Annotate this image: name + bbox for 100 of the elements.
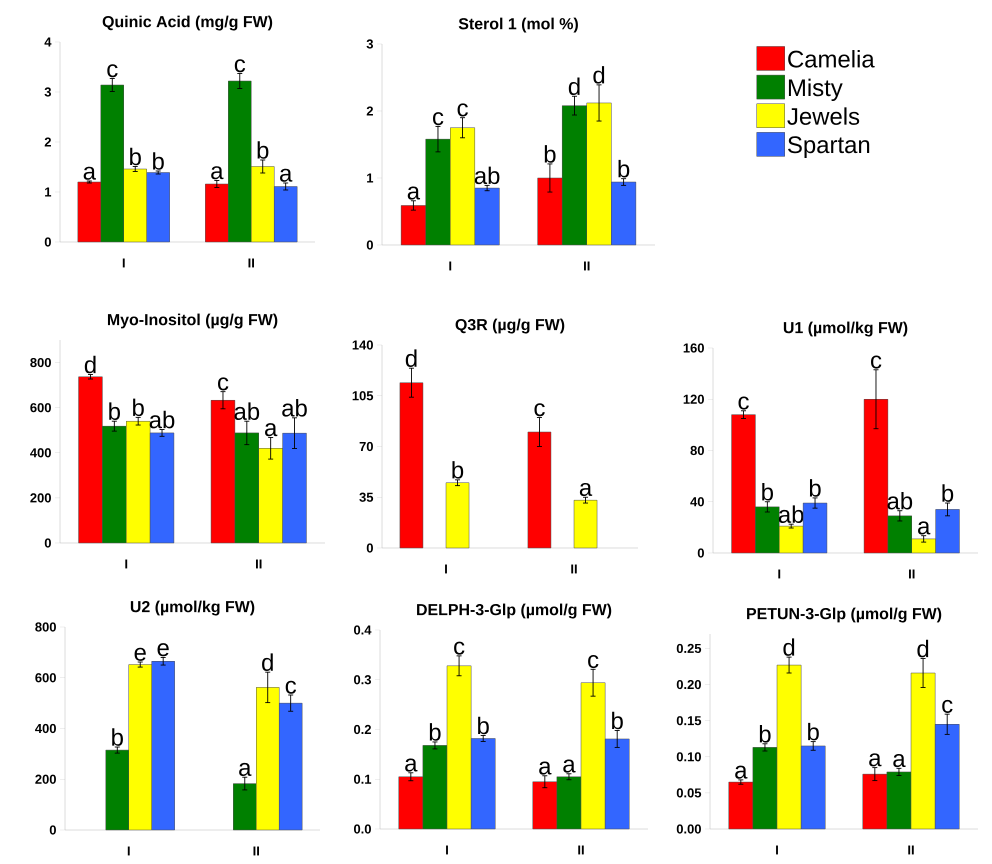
x-tick-label: II [584, 262, 590, 270]
data-label: d [406, 349, 417, 367]
data-label: d [917, 640, 928, 658]
data-label: a [405, 758, 418, 772]
y-tick-label: 2 [44, 137, 51, 147]
y-tick-label: 0.15 [676, 716, 702, 726]
data-label: c [286, 680, 296, 694]
bar [574, 500, 598, 548]
y-tick-label: 400 [30, 448, 51, 458]
y-tick-label: 40 [690, 497, 704, 506]
data-label: b [618, 160, 630, 178]
chart-title: Sterol 1 (mol %) [458, 18, 578, 32]
data-label: c [534, 403, 545, 416]
bar [400, 382, 424, 548]
data-label: a [893, 754, 906, 768]
data-label: b [760, 725, 771, 743]
data-label: d [262, 653, 273, 671]
data-label: a [735, 766, 748, 779]
y-tick-label: 70 [360, 442, 373, 452]
x-tick-label: II [578, 846, 584, 854]
chart-title: U1 (µmol/kg FW) [784, 322, 908, 336]
chart-title: Q3R (µg/g FW) [456, 318, 564, 334]
y-tick-label: 1 [367, 174, 374, 182]
chart-title: Quinic Acid (mg/g FW) [102, 16, 272, 30]
y-tick-label: 80 [690, 446, 704, 456]
y-tick-label: 105 [352, 391, 374, 400]
y-tick-label: 35 [359, 492, 374, 502]
y-tick-label: 1 [45, 188, 52, 196]
data-label: d [568, 77, 580, 96]
y-tick-label: 3 [366, 39, 374, 49]
y-tick-label: 600 [35, 673, 56, 682]
y-tick-label: 160 [684, 343, 704, 353]
y-tick-label: 3 [44, 87, 52, 97]
x-tick-label: II [254, 846, 259, 856]
y-tick-label: 800 [35, 622, 56, 632]
data-label: b [130, 148, 141, 166]
data-label: c [458, 103, 468, 116]
y-tick-label: 0 [44, 237, 51, 247]
data-label: c [218, 377, 228, 390]
x-tick-label: II [909, 570, 914, 578]
y-tick-label: 800 [30, 358, 51, 368]
chart-title: Myo-Inositol (µg/g FW) [108, 314, 278, 328]
data-label: a [265, 423, 278, 436]
y-tick-label: 0.00 [676, 824, 701, 834]
data-label: ab [150, 410, 174, 428]
data-label: a [239, 762, 252, 776]
data-label: b [153, 152, 164, 170]
data-label: d [783, 638, 794, 656]
data-label: c [234, 59, 246, 72]
y-tick-label: 140 [352, 340, 373, 350]
x-tick-label: I [125, 560, 128, 568]
data-label: c [433, 112, 444, 126]
x-tick-label: I [776, 846, 778, 854]
data-label: b [942, 484, 954, 502]
y-tick-label: 0.10 [676, 752, 701, 762]
data-label: c [107, 64, 118, 78]
y-tick-label: 0.1 [354, 774, 372, 784]
y-tick-label: 0.20 [676, 680, 701, 690]
data-label: ab [282, 399, 307, 417]
x-tick-label: II [248, 258, 254, 268]
x-tick-label: II [571, 564, 577, 574]
bar [446, 482, 470, 548]
data-label: e [134, 648, 146, 661]
data-label: b [544, 145, 556, 163]
data-label: b [133, 398, 144, 416]
data-label: a [869, 753, 882, 766]
data-label: c [738, 396, 749, 410]
legend-label: Jewels [787, 107, 860, 125]
data-label: b [452, 461, 464, 479]
chart-title: PETUN-3-Glp (µmol/g FW) [747, 608, 942, 622]
y-tick-label: 0 [366, 543, 373, 553]
data-label: a [84, 166, 96, 180]
data-label: b [810, 479, 821, 497]
data-label: a [563, 759, 576, 773]
data-label: a [280, 168, 292, 182]
legend-label: Camelia [788, 50, 875, 68]
data-label: e [158, 643, 169, 656]
data-label: c [588, 655, 598, 668]
data-label: b [109, 402, 120, 420]
data-label: a [211, 166, 224, 180]
y-tick-label: 0.2 [354, 724, 371, 734]
bar [528, 432, 552, 548]
data-label: c [871, 355, 882, 369]
y-tick-label: 120 [684, 394, 704, 404]
data-label: b [762, 482, 773, 501]
y-tick-label: 0.4 [354, 625, 372, 635]
y-tick-label: 0 [698, 548, 704, 558]
y-tick-label: 0 [50, 825, 56, 835]
x-tick-label: I [122, 258, 125, 268]
x-tick-label: I [778, 570, 780, 578]
y-tick-label: 200 [30, 493, 51, 502]
x-tick-label: I [128, 846, 130, 856]
y-tick-label: 4 [44, 38, 52, 46]
data-label: a [918, 521, 930, 534]
legend-label: Misty [788, 78, 843, 101]
data-label: b [430, 723, 441, 741]
y-tick-label: 0 [44, 538, 51, 548]
y-tick-label: 0 [366, 240, 373, 250]
y-tick-label: 0.05 [676, 788, 702, 798]
data-label: a [408, 186, 420, 200]
